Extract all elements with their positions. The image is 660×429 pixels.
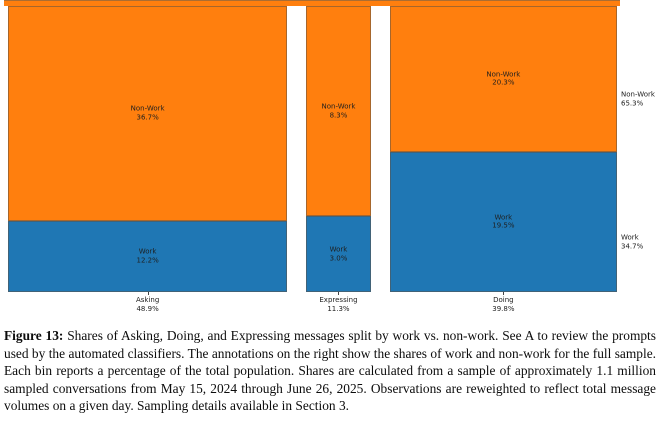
mosaic-segment-doing-work <box>389 151 617 292</box>
x-label-expressing: Expressing 11.3% <box>319 296 357 313</box>
segment-label-expressing-non-work-line1: Non-Work <box>321 102 356 111</box>
x-label-asking: Asking 48.9% <box>136 296 159 313</box>
mosaic-chart: Non-Work 36.7% Work 12.2% Asking 48.9% Non-Wor… <box>4 0 655 313</box>
x-label-doing-line1: Doing <box>493 296 514 304</box>
figure-caption-text: Shares of Asking, Doing, and Expressing … <box>4 328 656 413</box>
figure-caption-label: Figure 13: <box>4 328 64 343</box>
segment-label-doing-non-work-line1: Non-Work <box>486 70 521 79</box>
full-sample-annotation-work-line2: 34.7% <box>621 242 644 251</box>
segment-label-expressing-work-line2: 3.0% <box>329 254 348 263</box>
mosaic-segment-asking-non-work <box>8 6 288 221</box>
x-label-doing-line2: 39.8% <box>492 304 515 313</box>
segment-label-doing-work-line2: 19.5% <box>492 221 515 230</box>
full-sample-annotation-non-work-line2: 65.3% <box>621 99 644 108</box>
segment-label-doing-non-work-line2: 20.3% <box>492 78 515 87</box>
x-label-expressing-line1: Expressing <box>319 296 358 304</box>
mosaic-segment-doing-non-work <box>389 6 617 152</box>
segment-label-asking-work: Work 12.2% <box>136 248 158 265</box>
cropped-top-strip <box>4 0 620 6</box>
segment-label-doing-non-work: Non-Work 20.3% <box>486 70 520 87</box>
segment-label-expressing-work-line1: Work <box>329 245 348 254</box>
figure-caption: Figure 13: Shares of Asking, Doing, and … <box>4 327 656 415</box>
segment-label-asking-non-work-line1: Non-Work <box>130 104 165 113</box>
segment-label-doing-work: Work 19.5% <box>492 213 514 230</box>
x-label-asking-line1: Asking <box>135 296 160 304</box>
x-tick-expressing <box>338 292 340 295</box>
full-sample-annotation-work-line1: Work <box>621 233 639 242</box>
x-label-asking-line2: 48.9% <box>136 304 159 313</box>
segment-label-expressing-work: Work 3.0% <box>330 246 348 263</box>
x-label-expressing-line2: 11.3% <box>327 304 350 313</box>
segment-label-asking-non-work-line2: 36.7% <box>136 113 159 122</box>
segment-label-expressing-non-work: Non-Work 8.3% <box>322 103 356 120</box>
segment-label-asking-work-line1: Work <box>138 247 157 256</box>
mosaic-segment-asking-work <box>8 220 288 292</box>
x-tick-asking <box>147 292 149 295</box>
segment-label-expressing-non-work-line2: 8.3% <box>329 111 348 120</box>
x-label-doing: Doing 39.8% <box>492 296 514 313</box>
x-tick-doing <box>503 292 505 295</box>
segment-label-asking-non-work: Non-Work 36.7% <box>131 105 165 122</box>
full-sample-annotation-work: Work 34.7% <box>621 234 643 251</box>
mosaic-segment-expressing-work <box>306 216 371 292</box>
segment-label-asking-work-line2: 12.2% <box>136 256 159 265</box>
mosaic-segment-expressing-non-work <box>306 6 371 217</box>
full-sample-annotation-non-work: Non-Work 65.3% <box>621 91 655 108</box>
segment-label-doing-work-line1: Work <box>494 213 513 222</box>
full-sample-annotation-non-work-line1: Non-Work <box>621 90 655 99</box>
